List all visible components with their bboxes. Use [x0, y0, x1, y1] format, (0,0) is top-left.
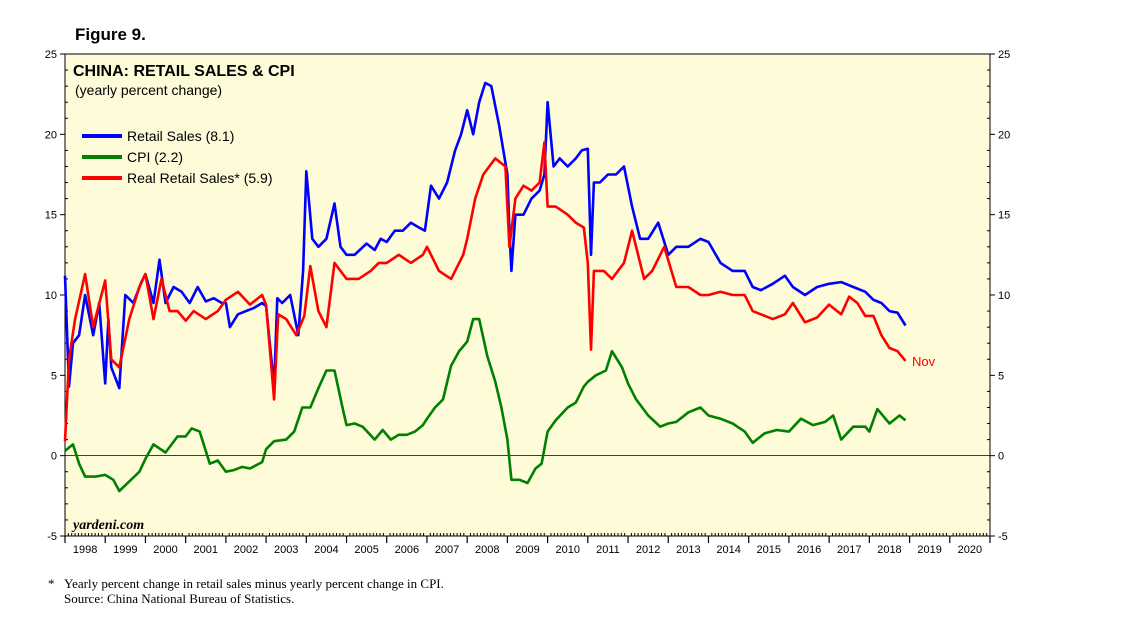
x-tick-label: 2010	[555, 544, 579, 556]
y-tick-label-right: 5	[998, 370, 1004, 382]
y-tick-label-left: 15	[45, 210, 57, 222]
legend-label-cpi: CPI (2.2)	[127, 149, 183, 165]
x-tick-label: 2000	[153, 544, 177, 556]
series-layer	[63, 81, 907, 493]
x-tick-label: 2008	[475, 544, 499, 556]
y-tick-label-right: 10	[998, 290, 1010, 302]
x-tick-label: 2003	[274, 544, 298, 556]
x-tick-label: 2014	[716, 544, 740, 556]
footnote-text: Yearly percent change in retail sales mi…	[64, 576, 444, 591]
y-tick-label-right: -5	[998, 531, 1008, 543]
legend-label-real: Real Retail Sales* (5.9)	[127, 170, 273, 186]
chart-title: CHINA: RETAIL SALES & CPI	[73, 63, 295, 80]
x-tick-label: 2015	[757, 544, 781, 556]
y-tick-label-right: 0	[998, 451, 1004, 463]
footnote-marker: *	[48, 576, 55, 591]
y-tick-label-left: -5	[47, 531, 57, 543]
x-tick-label: 2009	[515, 544, 539, 556]
watermark: yardeni.com	[71, 518, 144, 533]
legend: Retail Sales (8.1) CPI (2.2) Real Retail…	[82, 128, 273, 186]
x-tick-label: 2013	[676, 544, 700, 556]
x-tick-label: 2002	[234, 544, 258, 556]
figure-label: Figure 9.	[75, 25, 146, 44]
x-tick-label: 2005	[354, 544, 378, 556]
x-tick-label: 2004	[314, 544, 338, 556]
plot-background	[64, 53, 991, 537]
x-tick-label: 2006	[395, 544, 419, 556]
x-tick-label: 2016	[797, 544, 821, 556]
y-tick-label-right: 20	[998, 129, 1010, 141]
x-tick-label: 2018	[877, 544, 901, 556]
x-tick-label: 2017	[837, 544, 861, 556]
series-line-cpi	[64, 317, 907, 493]
y-tick-label-right: 25	[998, 49, 1010, 61]
end-annotation: Nov	[912, 354, 936, 369]
x-tick-label: 2007	[435, 544, 459, 556]
y-tick-label-left: 0	[51, 451, 57, 463]
x-tick-label: 2011	[596, 544, 620, 556]
legend-label-retail: Retail Sales (8.1)	[127, 128, 234, 144]
x-tick-label: 1998	[73, 544, 97, 556]
chart-subtitle: (yearly percent change)	[75, 82, 222, 98]
x-tick-label: 2019	[917, 544, 941, 556]
y-tick-label-left: 5	[51, 370, 57, 382]
x-tick-label: 2012	[636, 544, 660, 556]
series-line-real-retail-sales	[63, 141, 907, 442]
y-tick-label-left: 20	[45, 129, 57, 141]
series-line-retail-sales	[63, 81, 907, 390]
y-tick-label-left: 25	[45, 49, 57, 61]
footnote: * Yearly percent change in retail sales m…	[48, 576, 444, 606]
y-tick-label-right: 15	[998, 210, 1010, 222]
x-tick-label: 2001	[194, 544, 218, 556]
y-tick-label-left: 10	[45, 290, 57, 302]
x-tick-label: 2020	[958, 544, 982, 556]
source-note: Source: China National Bureau of Statist…	[64, 591, 295, 606]
x-tick-label: 1999	[113, 544, 137, 556]
